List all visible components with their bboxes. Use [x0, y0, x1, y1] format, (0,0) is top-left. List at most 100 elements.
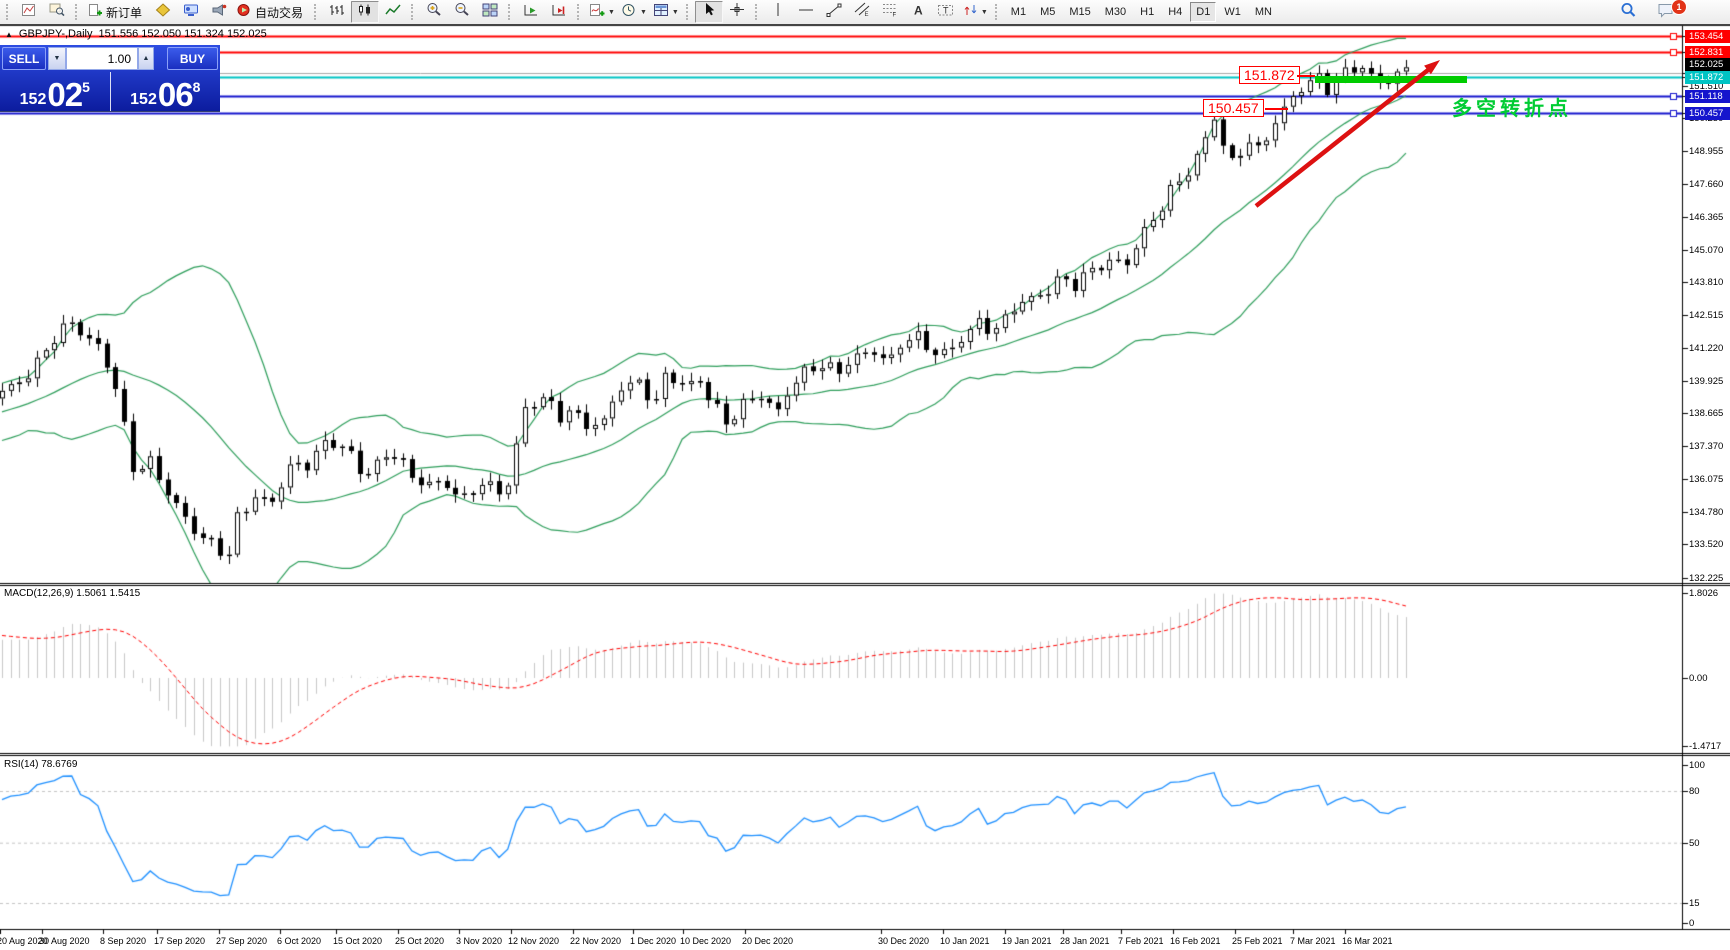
timeframe-mn[interactable]: MN: [1254, 6, 1272, 18]
zoom-in-button[interactable]: [420, 1, 448, 23]
indicators-button[interactable]: ▼: [586, 1, 618, 23]
equidistant-channel-button[interactable]: E: [848, 1, 876, 23]
text-label-button[interactable]: T: [932, 1, 960, 23]
metaeditor-button[interactable]: [149, 1, 177, 23]
timeframe-h1[interactable]: H1: [1140, 6, 1155, 18]
news-button[interactable]: [205, 1, 233, 23]
horizontal-line-button[interactable]: [792, 1, 820, 23]
rsi-indicator-label: RSI(14) 78.6769: [4, 759, 78, 770]
date-label: 20 Aug 2020: [0, 936, 48, 946]
trend-arrow[interactable]: [1248, 48, 1448, 213]
macd-indicator-label: MACD(12,26,9) 1.5061 1.5415: [4, 588, 141, 599]
profiles-icon: [49, 2, 65, 22]
price-tick-label: 132.225: [1689, 573, 1724, 584]
search-button[interactable]: [1614, 1, 1642, 23]
price-line-label: 151.872: [1685, 71, 1730, 84]
auto-scroll-button[interactable]: [517, 1, 545, 23]
clock-icon: [621, 3, 637, 22]
timeframe-toolbar: M1 M5 M15 M30 H1 H4 D1 W1 MN: [1004, 2, 1279, 22]
zoom-in-icon: [426, 2, 442, 22]
cursor-button[interactable]: [694, 1, 723, 23]
new-order-icon: [87, 3, 103, 22]
ask-price[interactable]: 152 06 8: [109, 72, 221, 113]
candlestick-chart-button[interactable]: [351, 1, 380, 23]
autotrading-button[interactable]: 自动交易: [233, 1, 310, 23]
bar-chart-button[interactable]: [323, 1, 351, 23]
crosshair-icon: [729, 2, 745, 22]
date-label: 20 Dec 2020: [742, 936, 794, 946]
date-label: 8 Sep 2020: [100, 936, 147, 946]
terminal-icon: [183, 3, 199, 22]
rsi-axis-label: 15: [1689, 898, 1700, 909]
timeframe-m5[interactable]: M5: [1040, 6, 1056, 18]
equidistant-channel-icon: E: [854, 2, 870, 22]
volume-input[interactable]: 1.00: [66, 47, 138, 70]
chat-button[interactable]: 1: [1652, 0, 1687, 23]
crosshair-button[interactable]: [723, 1, 751, 23]
one-click-trading-panel: SELL ▼ 1.00 ▲ BUY 152 02 5 152 06 8: [0, 45, 220, 112]
svg-text:T: T: [943, 5, 949, 15]
arrows-button[interactable]: ▼: [960, 1, 991, 23]
price-tick-label: 136.075: [1689, 474, 1724, 485]
auto-scroll-icon: [523, 3, 539, 22]
templates-icon: [653, 3, 669, 22]
rsi-axis-label: 100: [1689, 760, 1705, 771]
volume-decrease-button[interactable]: ▼: [48, 47, 66, 70]
new-chart-icon: [21, 3, 37, 22]
line-chart-button[interactable]: [379, 1, 407, 23]
zoom-out-button[interactable]: [448, 1, 476, 23]
price-tick-label: 148.955: [1689, 146, 1724, 157]
autotrading-icon: [236, 3, 252, 22]
price-callout-low[interactable]: 150.457: [1203, 99, 1264, 117]
price-tick-label: 137.370: [1689, 441, 1724, 452]
sell-button[interactable]: SELL: [2, 47, 46, 70]
ask-price-figure: 152: [130, 91, 157, 108]
spin-down-icon: ▼: [53, 55, 61, 62]
terminal-button[interactable]: [177, 1, 205, 23]
new-chart-button[interactable]: [15, 1, 43, 23]
vertical-line-icon: [772, 2, 784, 22]
new-order-label: 新订单: [106, 5, 143, 20]
buy-button[interactable]: BUY: [167, 47, 218, 70]
price-tick-label: 143.810: [1689, 277, 1724, 288]
timeframe-m15[interactable]: M15: [1069, 6, 1091, 18]
price-line-label: 152.025: [1685, 58, 1730, 71]
chevron-down-icon: ▼: [639, 8, 647, 16]
timeframe-h4[interactable]: H4: [1168, 6, 1183, 18]
price-callout-high[interactable]: 151.872: [1239, 66, 1300, 84]
chart-shift-button[interactable]: [545, 1, 573, 23]
collapse-arrow-icon[interactable]: ▲: [5, 29, 13, 39]
date-label: 12 Nov 2020: [508, 936, 560, 946]
toolbar-grip: [508, 4, 512, 20]
vertical-line-button[interactable]: [764, 1, 792, 23]
bid-price-pips: 02: [47, 75, 83, 113]
trendline-button[interactable]: [820, 1, 848, 23]
autotrading-label: 自动交易: [255, 5, 304, 20]
templates-button[interactable]: ▼: [650, 1, 682, 23]
date-label: 6 Oct 2020: [277, 936, 322, 946]
profiles-button[interactable]: [43, 1, 71, 23]
timeframe-d1[interactable]: D1: [1190, 2, 1217, 22]
callout-connector: [1265, 108, 1288, 110]
timeframe-w1[interactable]: W1: [1224, 6, 1241, 18]
svg-text:A: A: [914, 3, 923, 17]
rsi-axis-label: 80: [1689, 786, 1700, 797]
text-label-icon: T: [937, 3, 954, 22]
bid-price[interactable]: 152 02 5: [0, 72, 110, 111]
new-order-button[interactable]: 新订单: [84, 1, 149, 23]
date-label: 27 Sep 2020: [216, 936, 268, 946]
ask-price-pips: 06: [157, 75, 194, 113]
volume-increase-button[interactable]: ▲: [138, 47, 154, 70]
timeframe-m30[interactable]: M30: [1104, 6, 1127, 18]
text-button[interactable]: A: [904, 1, 932, 23]
tile-windows-button[interactable]: [476, 1, 504, 23]
date-label: 30 Aug 2020: [39, 936, 90, 946]
annotation-note-text[interactable]: 多空转折点: [1452, 98, 1572, 120]
periods-button[interactable]: ▼: [618, 1, 650, 23]
search-icon: [1620, 2, 1637, 23]
support-zone-bar[interactable]: [1315, 76, 1467, 83]
fibonacci-button[interactable]: F: [876, 1, 904, 23]
date-label: 30 Dec 2020: [878, 936, 930, 946]
timeframe-m1[interactable]: M1: [1010, 6, 1027, 18]
